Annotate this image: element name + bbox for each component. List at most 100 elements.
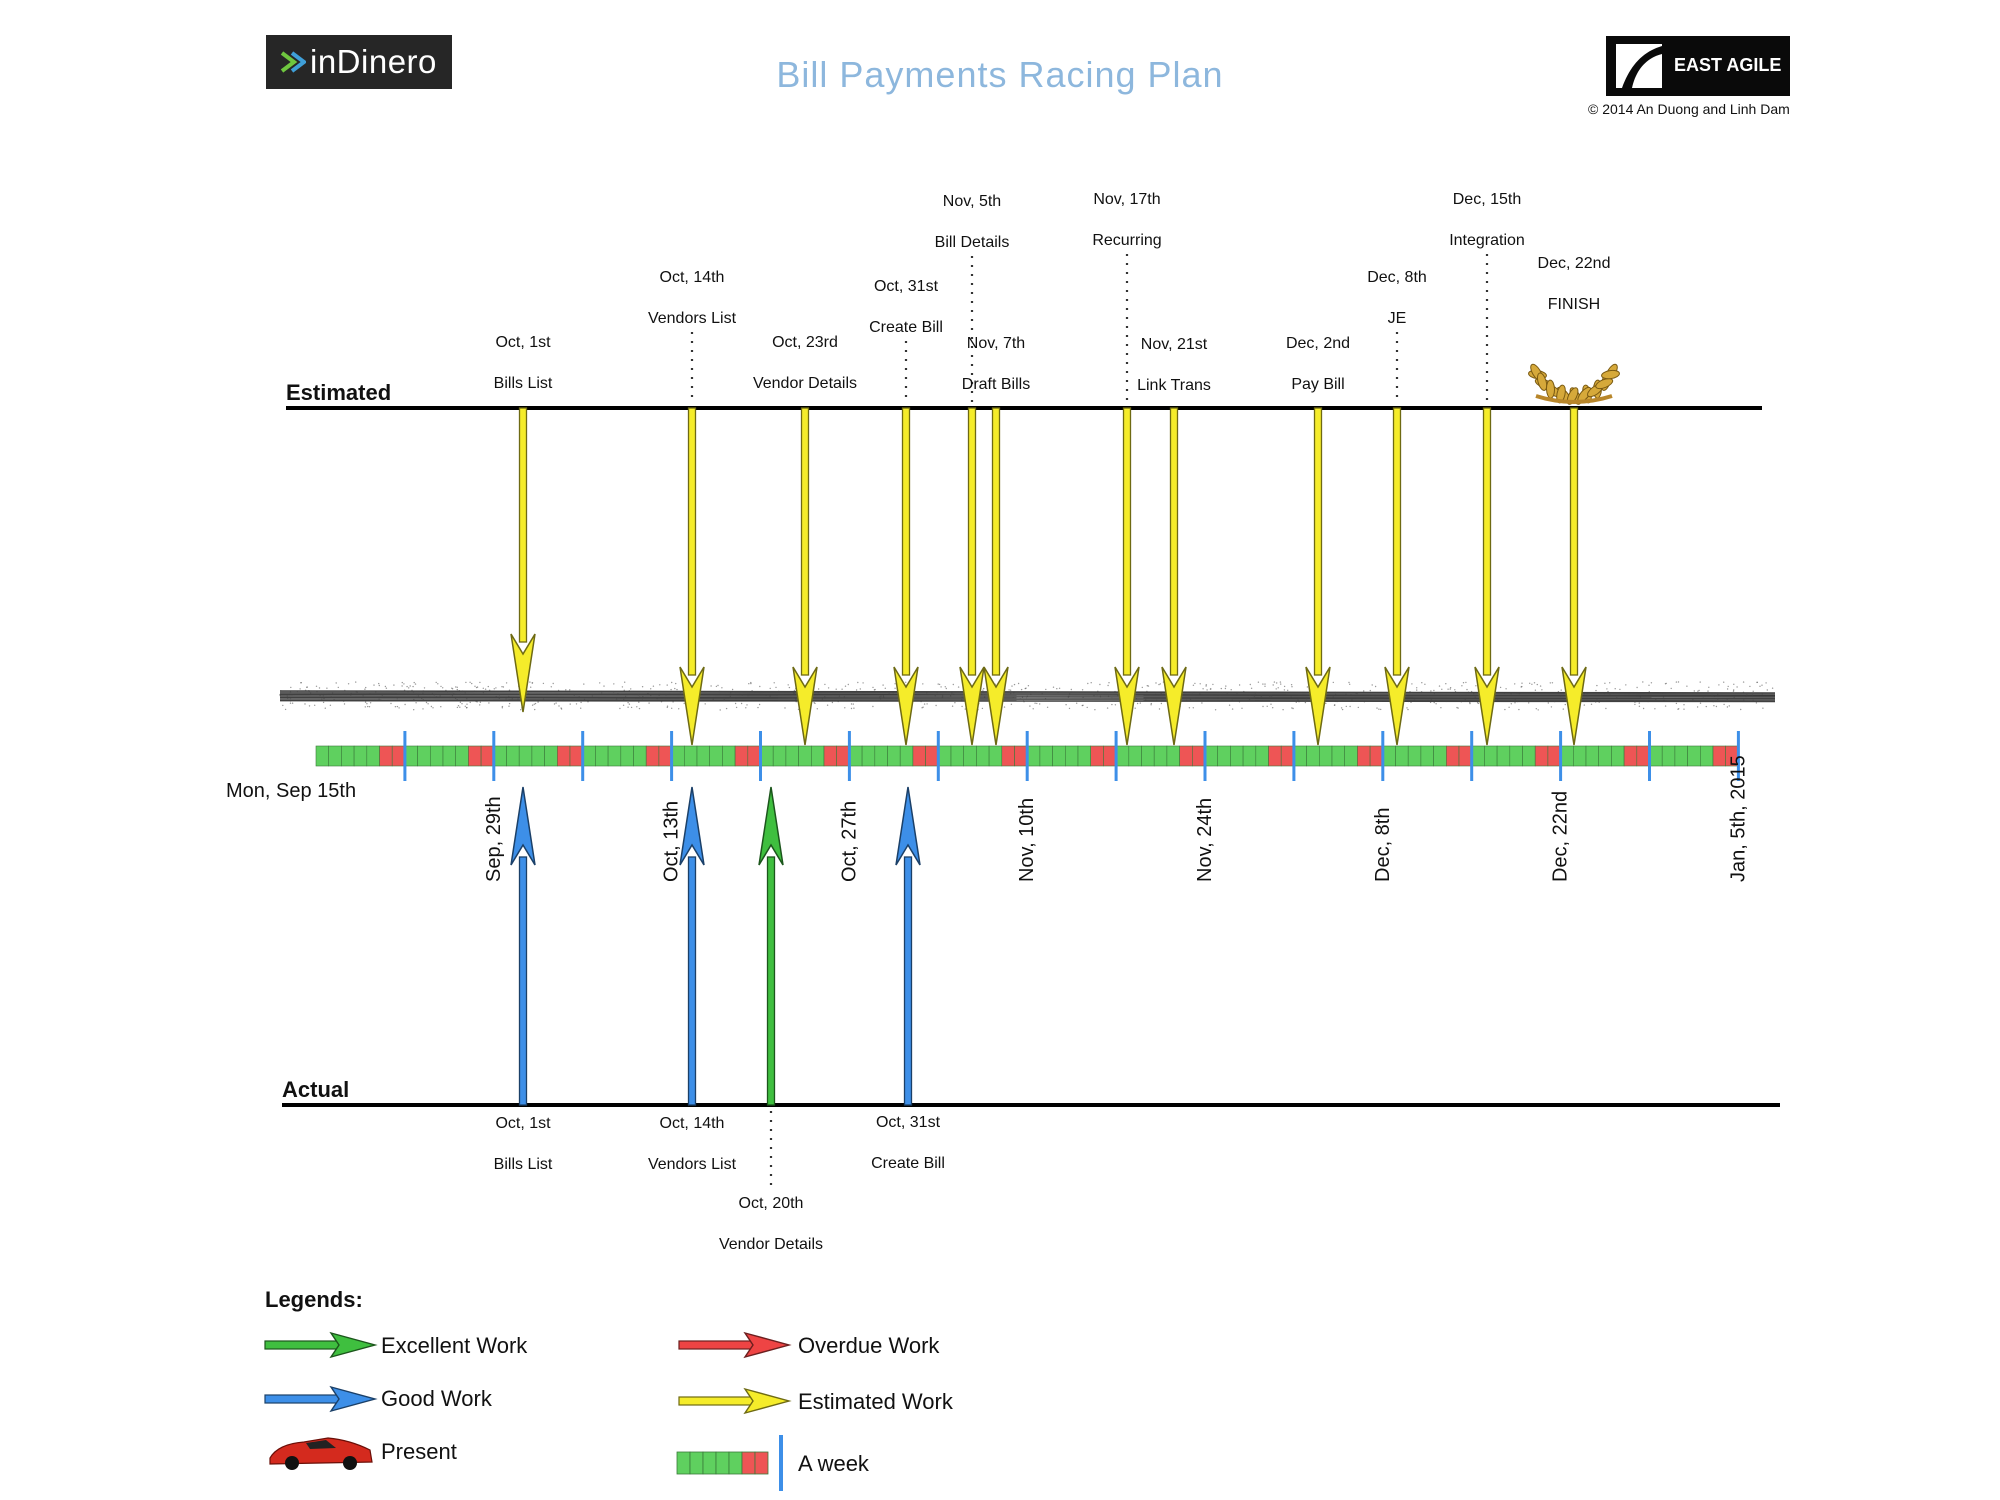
track-grain bbox=[431, 692, 434, 695]
track-grain bbox=[1609, 682, 1611, 684]
track-grain bbox=[533, 703, 535, 705]
track-grain bbox=[1266, 705, 1268, 707]
track-grain bbox=[343, 703, 346, 705]
track-grain bbox=[578, 696, 580, 698]
track-grain bbox=[1106, 707, 1109, 709]
estimated-milestone-date: Nov, 5th bbox=[943, 193, 1001, 210]
track-grain bbox=[329, 704, 332, 706]
track-grain bbox=[1562, 708, 1565, 710]
track-grain bbox=[542, 698, 545, 700]
track-grain bbox=[501, 707, 503, 709]
track-grain bbox=[923, 703, 926, 705]
track-grain bbox=[459, 706, 461, 708]
track-grain bbox=[464, 705, 466, 707]
track-grain bbox=[309, 692, 312, 694]
track-grain bbox=[1185, 699, 1188, 702]
track-grain bbox=[642, 695, 644, 698]
track-grain bbox=[1156, 699, 1158, 702]
track-grain bbox=[323, 697, 325, 699]
track-grain bbox=[793, 692, 795, 694]
calendar-day bbox=[1382, 745, 1396, 767]
track-grain bbox=[775, 686, 777, 689]
track-grain bbox=[1683, 704, 1685, 706]
track-grain bbox=[926, 692, 928, 694]
track-grain bbox=[1282, 709, 1284, 711]
track-grain bbox=[1046, 706, 1049, 708]
track-grain bbox=[1469, 700, 1471, 703]
track-grain bbox=[1605, 707, 1607, 710]
track-grain bbox=[534, 708, 536, 711]
track-grain bbox=[326, 687, 328, 689]
track-grain bbox=[1433, 692, 1436, 695]
estimated-arrow bbox=[679, 407, 705, 746]
track-grain bbox=[882, 684, 884, 686]
track-grain bbox=[1160, 692, 1162, 695]
track-grain bbox=[321, 698, 323, 700]
calendar-day bbox=[582, 745, 596, 767]
track-grain bbox=[1635, 700, 1637, 703]
track-grain bbox=[416, 693, 418, 696]
track-grain bbox=[384, 685, 387, 688]
arrow-head bbox=[893, 666, 919, 746]
track-grain bbox=[1160, 702, 1163, 705]
track-grain bbox=[445, 689, 447, 692]
red-car-icon bbox=[269, 1437, 373, 1470]
track-grain bbox=[290, 686, 292, 689]
week-tick-label: Nov, 24th bbox=[1194, 798, 1216, 882]
calendar-day bbox=[595, 745, 609, 767]
estimated-milestone-date: Nov, 7th bbox=[967, 335, 1025, 352]
calendar-day bbox=[1598, 745, 1612, 767]
track-grain bbox=[1550, 706, 1553, 708]
track-grain bbox=[495, 695, 497, 698]
track-grain bbox=[954, 702, 956, 704]
track-grain bbox=[502, 686, 505, 688]
track-grain bbox=[639, 696, 641, 698]
track-grain bbox=[1334, 704, 1336, 706]
arrow-head bbox=[510, 633, 536, 713]
track-grain bbox=[721, 687, 723, 689]
track-grain bbox=[587, 701, 589, 703]
track-grain bbox=[1447, 688, 1449, 690]
track-grain bbox=[531, 704, 534, 706]
track-grain bbox=[396, 705, 399, 708]
track-grain bbox=[375, 691, 377, 693]
track-grain bbox=[1670, 687, 1672, 690]
track-grain bbox=[401, 681, 403, 684]
week-marker bbox=[1648, 731, 1651, 781]
track-grain bbox=[1462, 682, 1465, 684]
estimated-milestone-date: Oct, 1st bbox=[495, 334, 551, 351]
track-grain bbox=[1205, 685, 1207, 687]
track-grain bbox=[364, 688, 366, 690]
week-marker bbox=[670, 731, 674, 781]
track-grain bbox=[1150, 702, 1153, 705]
estimated-milestone-date: Nov, 17th bbox=[1093, 191, 1160, 208]
track-grain bbox=[1045, 688, 1047, 691]
track-grain bbox=[1349, 683, 1351, 685]
track-grain bbox=[1705, 705, 1708, 708]
calendar-day bbox=[1407, 745, 1422, 767]
track-grain bbox=[1557, 691, 1560, 693]
car-wheel bbox=[285, 1456, 299, 1470]
track-grain bbox=[553, 703, 556, 705]
track-grain bbox=[769, 695, 771, 697]
track-grain bbox=[1336, 700, 1338, 703]
calendar-day bbox=[887, 745, 901, 767]
track-grain bbox=[1010, 692, 1012, 695]
arrow-shaft bbox=[687, 407, 697, 676]
track-grain bbox=[1287, 689, 1289, 691]
track-grain bbox=[936, 691, 938, 694]
track-grain bbox=[476, 701, 478, 703]
track-grain bbox=[718, 690, 720, 693]
track-grain bbox=[1759, 685, 1761, 687]
track-grain bbox=[1355, 692, 1357, 694]
track-grain bbox=[1406, 707, 1408, 709]
track-grain bbox=[1533, 682, 1536, 684]
laurel-leaf bbox=[1537, 372, 1548, 391]
track-grain bbox=[479, 704, 481, 706]
track-grain bbox=[505, 698, 507, 700]
track-grain bbox=[1291, 686, 1293, 688]
calendar-day bbox=[328, 745, 342, 767]
track-grain bbox=[322, 701, 325, 704]
track-grain bbox=[1304, 701, 1307, 704]
track-grain bbox=[469, 701, 471, 704]
